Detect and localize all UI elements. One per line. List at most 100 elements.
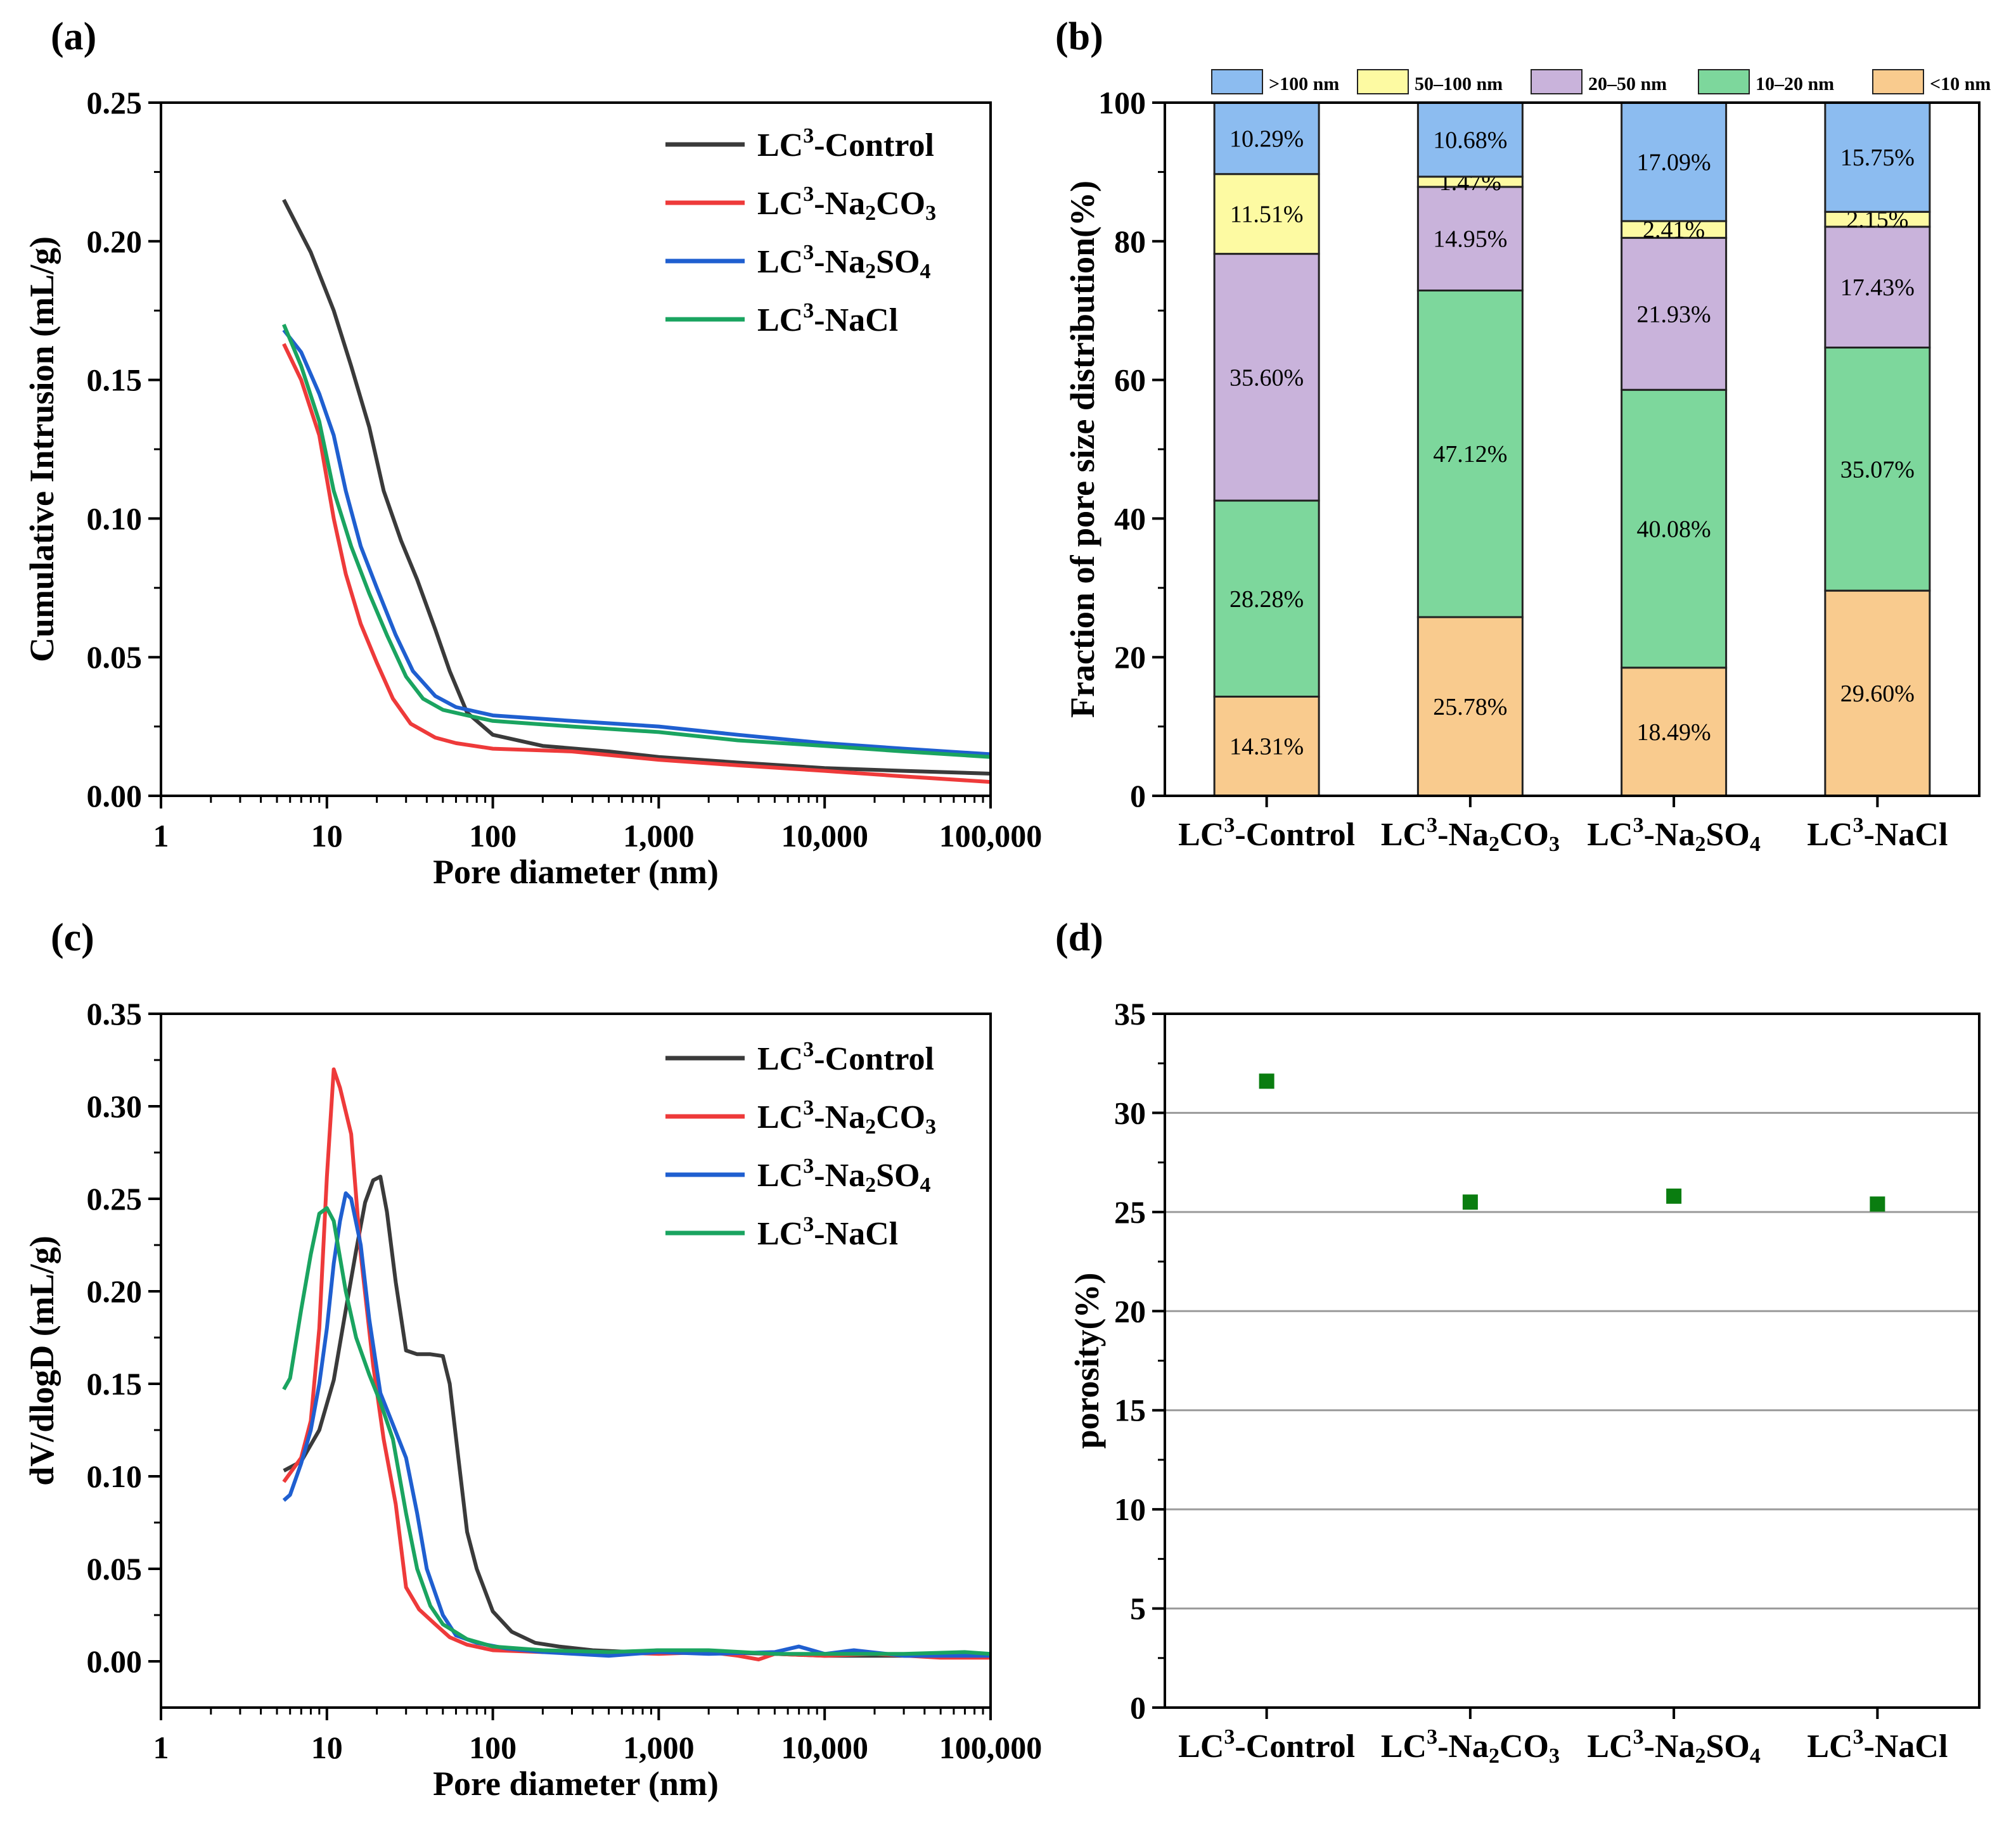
y-tick-label: 0.05 bbox=[87, 639, 143, 675]
bar-segment-<10 nm bbox=[1824, 589, 1931, 797]
y-axis-title: Cumulative Intrusion (mL/g) bbox=[23, 236, 61, 662]
x-tick-label: 1 bbox=[153, 818, 169, 853]
x-tick-label: 100 bbox=[469, 818, 517, 853]
y-tick-label: 0.15 bbox=[87, 1366, 143, 1402]
y-tick-label: 0.20 bbox=[87, 224, 143, 259]
y-tick-label: 0.25 bbox=[87, 85, 143, 120]
bar-segment-label: 14.31% bbox=[1230, 734, 1304, 760]
legend-label: >100 nm bbox=[1269, 73, 1339, 94]
y-tick-label: 15 bbox=[1114, 1393, 1146, 1428]
bar-segment-label: 28.28% bbox=[1230, 586, 1304, 613]
plot-frame bbox=[160, 1013, 992, 1709]
bar-segment-label: 18.49% bbox=[1637, 719, 1711, 746]
y-tick-label: 0 bbox=[1130, 1690, 1146, 1725]
category-label: LC3-Na2SO4 bbox=[1587, 814, 1761, 856]
y-tick-label: 5 bbox=[1130, 1591, 1146, 1626]
y-tick-label: 0.00 bbox=[87, 778, 143, 814]
legend-label: <10 nm bbox=[1930, 73, 1991, 94]
y-tick-label: 0.25 bbox=[87, 1181, 143, 1217]
bar-segment-label: 35.07% bbox=[1840, 456, 1915, 483]
panel-label: (b) bbox=[1055, 15, 1103, 58]
legend-swatch bbox=[1211, 69, 1263, 94]
y-tick-label: 25 bbox=[1114, 1194, 1146, 1230]
y-axis-title: Fraction of pore size distribution(%) bbox=[1063, 181, 1101, 718]
legend-swatch bbox=[1531, 69, 1583, 94]
data-point-LC3-Na2SO4 bbox=[1666, 1188, 1682, 1204]
y-tick-label: 35 bbox=[1114, 996, 1146, 1032]
category-label: LC3-Na2CO3 bbox=[1381, 1725, 1560, 1768]
legend-label: LC3-Control bbox=[757, 124, 934, 163]
bar-segment-label: 10.29% bbox=[1230, 125, 1304, 152]
panel-label: (d) bbox=[1055, 916, 1103, 959]
series-line-LC3-NaCl bbox=[282, 1206, 991, 1656]
y-tick-label: 60 bbox=[1114, 362, 1146, 398]
x-tick-label: 100 bbox=[469, 1730, 517, 1765]
panel-c: 0.00 0.05 0.10 0.15 0.20 0.25 0.30 0.35 1 10 100 1,… bbox=[23, 916, 1042, 1803]
series-line-LC3-Na2SO4 bbox=[282, 328, 991, 757]
bar-segment-label: 47.12% bbox=[1433, 441, 1507, 468]
data-point-LC3-NaCl bbox=[1870, 1196, 1885, 1212]
bar-segment-50–100 nm bbox=[1621, 220, 1728, 239]
series-line-LC3-Control bbox=[282, 198, 991, 776]
legend-swatch bbox=[1698, 69, 1750, 94]
x-tick-label: 1,000 bbox=[623, 1730, 695, 1765]
y-tick-label: 0.15 bbox=[87, 362, 143, 398]
bar-segment-10–20 nm bbox=[1416, 289, 1524, 618]
bar-segment-label: 15.75% bbox=[1840, 144, 1915, 171]
y-tick-label: 100 bbox=[1098, 85, 1146, 120]
category-label: LC3-Control bbox=[1178, 814, 1355, 853]
y-tick-label: 0.35 bbox=[87, 996, 143, 1032]
y-tick-label: 40 bbox=[1114, 501, 1146, 536]
y-tick-label: 0.10 bbox=[87, 1459, 143, 1494]
y-tick-label: 80 bbox=[1114, 224, 1146, 259]
x-axis-title: Pore diameter (nm) bbox=[433, 1765, 719, 1803]
y-tick-label: 0 bbox=[1130, 778, 1146, 814]
bar-segment-label: 17.09% bbox=[1637, 149, 1711, 176]
y-axis-title: dV/dlogD (mL/g) bbox=[23, 1236, 61, 1486]
category-label: LC3-Na2SO4 bbox=[1587, 1725, 1761, 1768]
bar-segment-20–50 nm bbox=[1621, 236, 1728, 391]
series-line-LC3-NaCl bbox=[282, 323, 991, 759]
category-label: LC3-Control bbox=[1178, 1725, 1355, 1765]
x-tick-label: 100,000 bbox=[939, 1730, 1043, 1765]
bar-segment->100 nm bbox=[1621, 101, 1728, 222]
y-tick-label: 0.20 bbox=[87, 1274, 143, 1309]
bar-segment-label: 17.43% bbox=[1840, 274, 1915, 301]
legend-label: LC3-Na2CO3 bbox=[757, 182, 936, 225]
series-line-LC3-Na2CO3 bbox=[282, 343, 991, 784]
y-tick-label: 0.00 bbox=[87, 1644, 143, 1679]
bar-segment->100 nm bbox=[1824, 101, 1931, 213]
y-tick-label: 30 bbox=[1114, 1095, 1146, 1130]
bar-segment-label: 40.08% bbox=[1637, 516, 1711, 542]
series-line-LC3-Na2CO3 bbox=[282, 1067, 991, 1662]
category-label: LC3-Na2CO3 bbox=[1381, 814, 1560, 856]
bar-segment-label: 14.95% bbox=[1433, 226, 1507, 253]
legend-swatch bbox=[1357, 69, 1409, 94]
bar-segment-label: 11.51% bbox=[1230, 201, 1304, 228]
x-tick-label: 1 bbox=[153, 1730, 169, 1765]
bar-segment->100 nm bbox=[1213, 101, 1320, 176]
x-tick-label: 10 bbox=[311, 818, 343, 853]
bar-segment-10–20 nm bbox=[1213, 499, 1320, 698]
plot-frame bbox=[1164, 1013, 1981, 1709]
bar-segment-label: 25.78% bbox=[1433, 694, 1507, 720]
category-label: LC3-NaCl bbox=[1807, 814, 1948, 853]
legend-label: 50–100 nm bbox=[1415, 73, 1503, 94]
legend-label: 10–20 nm bbox=[1756, 73, 1834, 94]
y-tick-label: 20 bbox=[1114, 639, 1146, 675]
x-tick-label: 10,000 bbox=[781, 1730, 868, 1765]
legend-label: LC3-NaCl bbox=[757, 299, 898, 338]
y-tick-label: 20 bbox=[1114, 1293, 1146, 1329]
bar-segment-label: 21.93% bbox=[1637, 301, 1711, 328]
x-tick-label: 100,000 bbox=[939, 818, 1043, 853]
legend-label: LC3-Na2CO3 bbox=[757, 1096, 936, 1139]
category-label: LC3-NaCl bbox=[1807, 1725, 1948, 1765]
y-tick-label: 0.30 bbox=[87, 1089, 143, 1124]
y-axis-title: porosity(%) bbox=[1068, 1273, 1106, 1449]
y-tick-label: 0.05 bbox=[87, 1551, 143, 1587]
x-tick-label: 10,000 bbox=[781, 818, 868, 853]
data-point-LC3-Control bbox=[1259, 1073, 1274, 1089]
legend-label: LC3-Na2SO4 bbox=[757, 1154, 931, 1197]
legend-swatch bbox=[1872, 69, 1924, 94]
